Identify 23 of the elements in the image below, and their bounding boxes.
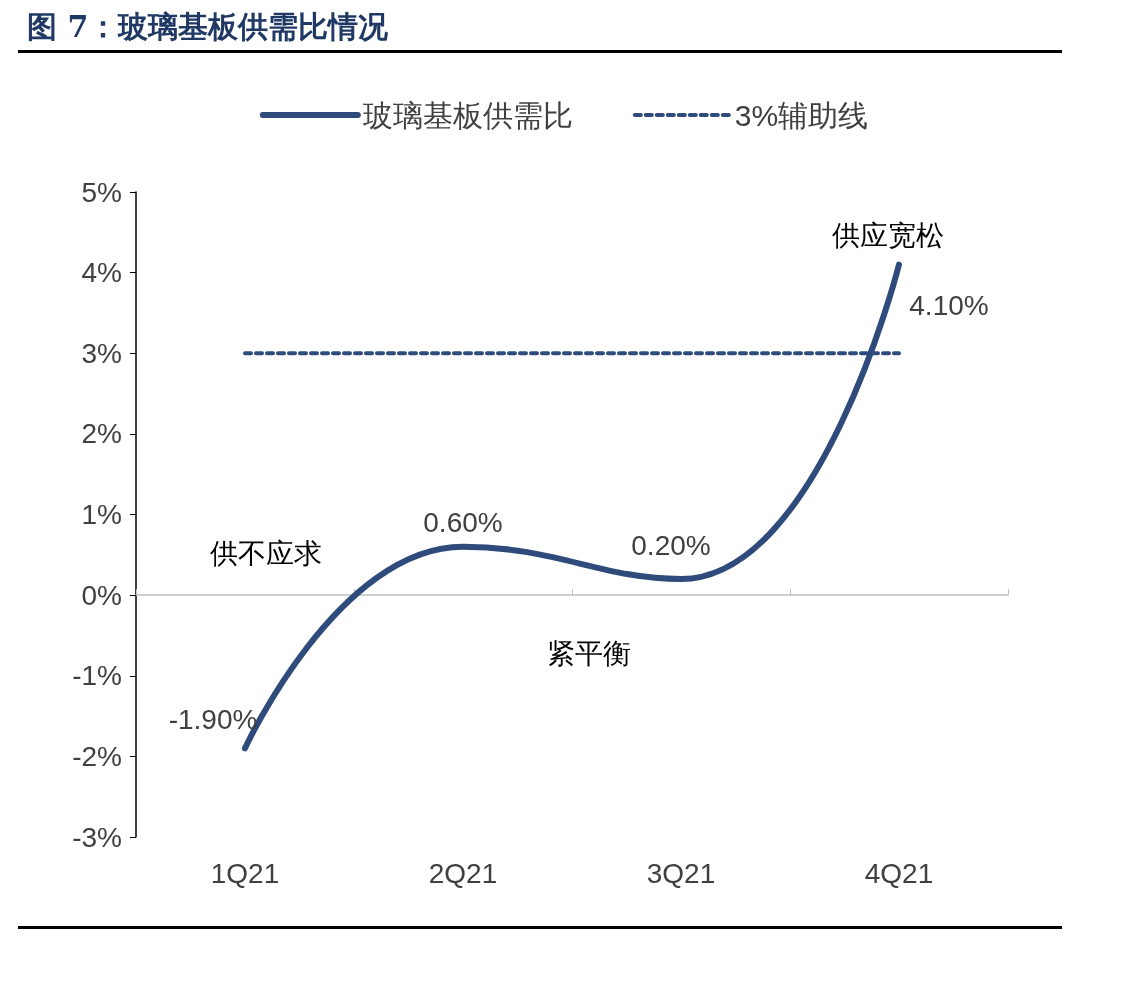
x-tick-label: 4Q21 <box>864 857 934 889</box>
chart-title: 图 7：玻璃基板供需比情况 <box>27 8 390 44</box>
y-tick-label: 0% <box>81 579 122 611</box>
data-label: 0.20% <box>631 529 711 561</box>
x-tick-label: 2Q21 <box>428 857 498 889</box>
x-tick-label: 3Q21 <box>646 857 716 889</box>
data-label: -1.90% <box>168 703 258 735</box>
y-tick-label: 4% <box>81 257 122 289</box>
y-tick-label: 3% <box>81 337 122 369</box>
annotation: 供不应求 <box>210 537 322 569</box>
annotation: 供应宽松 <box>832 219 944 251</box>
data-label: 0.60% <box>423 507 503 539</box>
legend-label: 玻璃基板供需比 <box>362 98 573 132</box>
y-tick-label: -1% <box>72 660 122 692</box>
y-tick-label: -2% <box>72 740 122 772</box>
y-tick-label: -3% <box>72 821 122 853</box>
annotation: 紧平衡 <box>547 637 631 669</box>
y-tick-label: 1% <box>81 499 122 530</box>
x-tick-label: 1Q21 <box>210 857 280 889</box>
y-tick-label: 2% <box>81 418 122 450</box>
data-label: 4.10% <box>909 290 989 322</box>
legend-label: 3%辅助线 <box>734 98 869 132</box>
y-tick-label: 5% <box>81 176 122 208</box>
